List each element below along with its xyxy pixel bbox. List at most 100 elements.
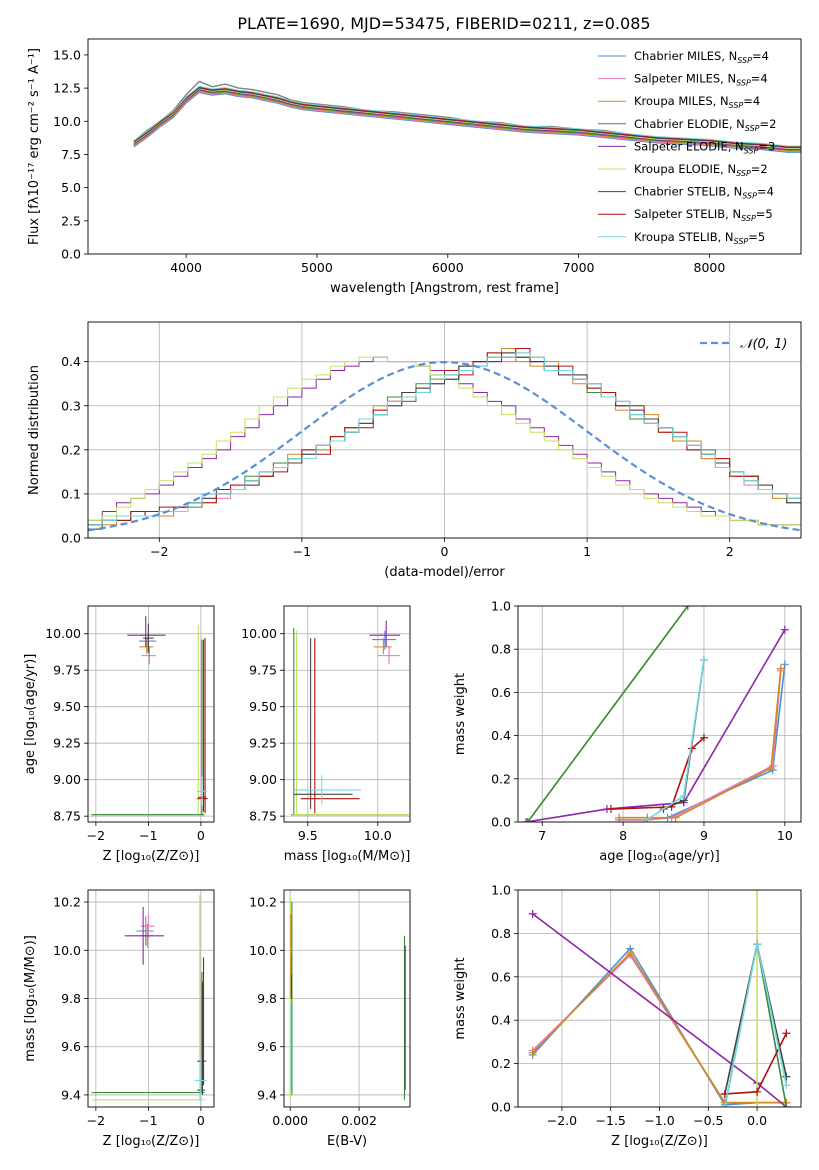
weight-point-marker [683,606,692,610]
weight-point-marker [523,818,532,822]
x-tick-label: 2 [726,544,734,559]
legend-label-subscript: SSP [729,101,744,110]
y-tick-label: 0.0 [491,1100,511,1115]
x-tick-label: 0.002 [341,1113,377,1128]
x-tick-label: 7000 [563,260,595,275]
y-tick-label: 9.25 [249,736,277,751]
x-tick-label: −1 [139,828,157,843]
y-tick-label: 5.0 [61,180,81,195]
legend-label-subscript: SSP [736,169,751,178]
y-tick-label: 9.6 [61,1039,81,1054]
x-axis-label: wavelength [Angstrom, rest frame] [330,281,559,296]
model-spectrum-line [133,91,801,153]
x-tick-label: −1.0 [644,1113,674,1128]
histogram-step-line [88,352,801,526]
y-axis-label: age [log₁₀(age/yr)] [23,654,38,775]
legend-label: Kroupa MILES, NSSP=4 [634,94,760,110]
weight-point-marker [639,818,648,822]
weight-series-line [642,659,705,822]
legend-label-subscript: SSP [745,124,760,133]
x-tick-label: 5000 [301,260,333,275]
y-tick-label: 0.0 [61,247,81,262]
legend-label-suffix: =4 [757,185,774,199]
weight-point-marker [776,664,785,673]
plot-area [518,606,801,822]
legend-label-name: Kroupa MILES, N [634,94,729,108]
weight-point-marker [753,1103,762,1107]
x-axis-label: Z [log₁₀(Z/Z⊙)] [103,1134,200,1149]
y-tick-label: 0.2 [491,1056,511,1071]
plot-area [518,890,801,1107]
legend-label-subscript: SSP [736,79,751,88]
plot-area [284,606,410,822]
x-tick-label: 9.5 [298,828,318,843]
y-tick-label: 10.0 [249,943,277,958]
axes-frame [283,605,411,823]
y-tick-label: 10.00 [241,626,277,641]
legend-label-suffix: =3 [758,139,775,153]
axes-frame [87,38,802,255]
x-tick-label: −2 [150,544,168,559]
x-tick-label: 8000 [694,260,726,275]
normal-curve-line [88,361,801,532]
legend-label: Salpeter ELODIE, NSSP=3 [634,139,775,155]
model-spectrum-line [133,87,801,149]
legend-label: 𝒩(0, 1) [740,337,787,352]
y-tick-label: 10.0 [53,943,81,958]
y-tick-label: 1.0 [491,599,511,614]
model-spectrum-line [133,88,801,150]
plot-area [133,80,801,153]
x-axis-label: (data-model)/error [384,565,505,580]
legend-label-subscript: SSP [741,214,756,223]
weight-point-marker [782,1103,791,1107]
x-tick-label: −2 [87,1113,105,1128]
weight-point-marker [699,656,708,664]
plot-area [284,890,410,1107]
weight-point-marker [671,813,680,822]
legend-label-suffix: =4 [751,72,768,86]
y-tick-label: 0.4 [491,728,511,743]
weight-point-marker [753,940,762,949]
x-tick-label: 0 [441,544,449,559]
y-tick-label: 9.50 [53,699,81,714]
legend-label: Salpeter STELIB, NSSP=5 [634,207,773,223]
y-axis-label: mass [log₁₀(M/M⊙)] [23,935,38,1062]
weight-series-line [525,629,786,822]
x-tick-label: 0 [197,828,205,843]
model-spectrum-line [133,86,801,148]
y-tick-label: 10.2 [53,895,81,910]
legend-label-suffix: =2 [760,117,777,131]
y-tick-label: 9.25 [53,736,81,751]
x-tick-label: −0.5 [693,1113,723,1128]
legend-label-subscript: SSP [744,146,759,155]
legend-label: Chabrier ELODIE, NSSP=2 [634,117,776,133]
legend-label-name: Salpeter ELODIE, N [634,139,744,153]
x-tick-label: 0.0 [747,1113,767,1128]
y-tick-label: 9.8 [61,991,81,1006]
x-tick-label: 0 [197,1113,205,1128]
x-tick-label: 0.000 [272,1113,308,1128]
legend-label-suffix: =5 [756,207,773,221]
y-tick-label: 0.8 [491,642,511,657]
panel-massweight-vs-Z: −2.0 −1.5 −1.0 −0.5 0.0 0.0 0.2 0.4 0.6 0.8 1.0 Z [… [453,883,802,1149]
y-tick-label: 12.5 [53,81,81,96]
y-tick-label: 9.75 [249,663,277,678]
legend-label-name: Kroupa ELODIE, N [634,162,736,176]
x-tick-label: 9 [700,828,708,843]
y-axis-label: mass weight [453,673,468,755]
legend-label: Kroupa STELIB, NSSP=5 [634,230,765,246]
legend-label-name: Chabrier STELIB, N [634,185,742,199]
histogram-step-line [88,356,801,526]
weight-point-marker [767,764,776,772]
panel-residuals: −2 −1 0 1 2 0.0 0.1 0.2 0.3 0.4 (data-model)/error… [27,321,802,580]
x-tick-label: 6000 [432,260,464,275]
y-tick-label: 8.75 [249,809,277,824]
y-tick-label: 10.00 [45,626,81,641]
legend-label-subscript: SSP [737,56,752,65]
weight-point-marker [753,890,762,894]
x-tick-label: −1.5 [596,1113,626,1128]
legend-label-name: Chabrier MILES, N [634,49,737,63]
x-tick-label: −1 [139,1113,157,1128]
y-tick-label: 0.8 [491,926,511,941]
